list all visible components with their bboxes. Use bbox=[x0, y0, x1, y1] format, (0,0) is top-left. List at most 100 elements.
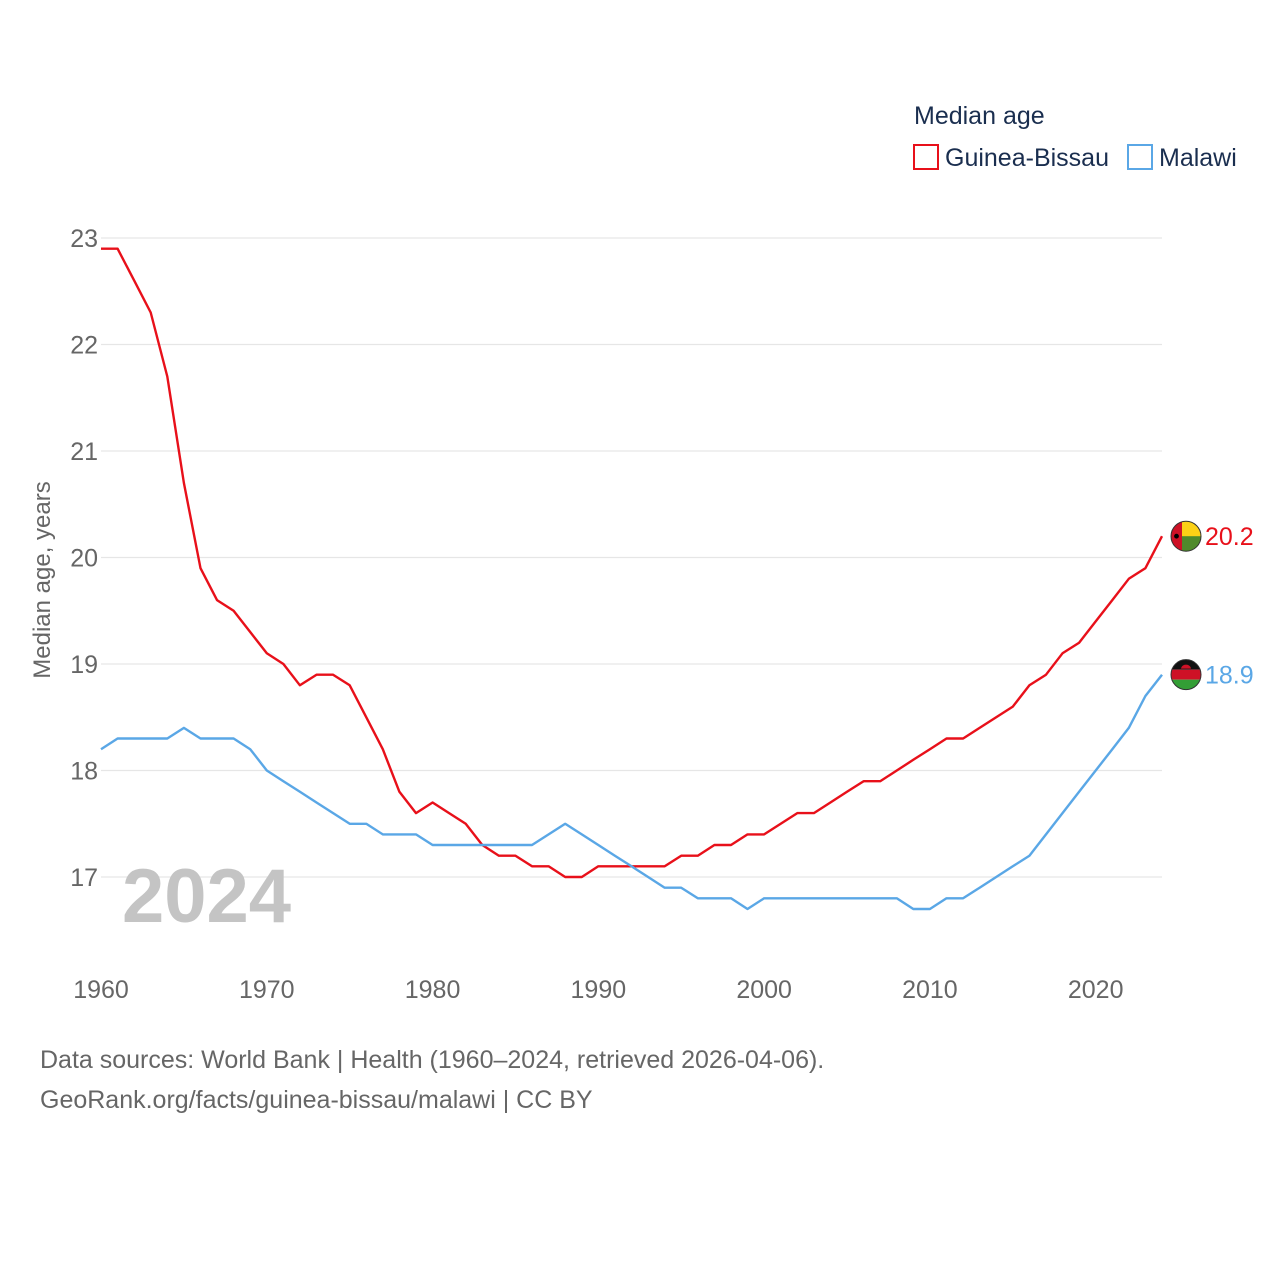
data-point-malawi bbox=[1127, 726, 1131, 730]
median-age-chart: 17 18 19 20 21 22 23 1960 1970 1980 1990 2000 2010 2… bbox=[29, 102, 1254, 1004]
data-point-guinea-bissau bbox=[298, 683, 302, 687]
data-point-malawi bbox=[779, 896, 783, 900]
data-point-guinea-bissau bbox=[265, 651, 269, 655]
data-point-guinea-bissau bbox=[497, 854, 501, 858]
data-point-guinea-bissau bbox=[762, 832, 766, 836]
data-point-guinea-bissau bbox=[165, 374, 169, 378]
y-tick-label: 19 bbox=[70, 651, 98, 679]
data-point-guinea-bissau bbox=[646, 864, 650, 868]
end-label-malawi: 18.9 bbox=[1205, 662, 1254, 690]
data-point-malawi bbox=[547, 832, 551, 836]
data-point-guinea-bissau bbox=[530, 864, 534, 868]
data-point-malawi bbox=[828, 896, 832, 900]
data-point-malawi bbox=[646, 875, 650, 879]
data-point-guinea-bissau bbox=[464, 822, 468, 826]
data-point-malawi bbox=[248, 747, 252, 751]
data-point-guinea-bissau bbox=[1143, 566, 1147, 570]
data-point-malawi bbox=[630, 864, 634, 868]
data-point-guinea-bissau bbox=[895, 769, 899, 773]
data-point-guinea-bissau bbox=[928, 747, 932, 751]
credit-text: GeoRank.org/facts/guinea-bissau/malawi |… bbox=[40, 1086, 593, 1114]
legend-item-malawi[interactable]: Malawi bbox=[1127, 144, 1237, 172]
legend-swatch-guinea-bissau bbox=[913, 144, 939, 170]
data-point-malawi bbox=[315, 800, 319, 804]
data-point-malawi bbox=[978, 886, 982, 890]
data-point-guinea-bissau bbox=[215, 598, 219, 602]
data-point-malawi bbox=[414, 832, 418, 836]
data-point-guinea-bissau bbox=[862, 779, 866, 783]
data-point-malawi bbox=[513, 843, 517, 847]
data-point-guinea-bissau bbox=[348, 683, 352, 687]
data-point-malawi bbox=[1160, 673, 1164, 677]
x-tick-label: 1990 bbox=[571, 976, 627, 1004]
data-point-guinea-bissau bbox=[149, 311, 153, 315]
series-line-malawi[interactable] bbox=[100, 673, 1163, 911]
data-point-guinea-bissau bbox=[232, 609, 236, 613]
data-point-malawi bbox=[746, 907, 750, 911]
data-point-guinea-bissau bbox=[1110, 598, 1114, 602]
data-point-malawi bbox=[480, 843, 484, 847]
data-point-guinea-bissau bbox=[513, 854, 517, 858]
data-point-guinea-bissau bbox=[696, 854, 700, 858]
data-point-malawi bbox=[1143, 694, 1147, 698]
data-point-guinea-bissau bbox=[397, 790, 401, 794]
data-sources-text: Data sources: World Bank | Health (1960–… bbox=[40, 1046, 825, 1074]
data-point-malawi bbox=[165, 737, 169, 741]
data-point-guinea-bissau bbox=[447, 811, 451, 815]
data-point-guinea-bissau bbox=[1094, 619, 1098, 623]
y-axis-label: Median age, years bbox=[29, 481, 56, 678]
data-point-guinea-bissau bbox=[712, 843, 716, 847]
guinea-bissau-flag-icon bbox=[1170, 520, 1202, 552]
year-watermark: 2024 bbox=[122, 854, 291, 939]
legend-title: Median age bbox=[914, 102, 1045, 130]
data-point-guinea-bissau bbox=[1027, 683, 1031, 687]
data-point-malawi bbox=[198, 737, 202, 741]
data-point-malawi bbox=[994, 875, 998, 879]
data-point-guinea-bissau bbox=[812, 811, 816, 815]
data-point-malawi bbox=[1027, 854, 1031, 858]
data-point-malawi bbox=[182, 726, 186, 730]
x-tick-label: 2000 bbox=[736, 976, 792, 1004]
data-point-malawi bbox=[265, 769, 269, 773]
data-point-malawi bbox=[232, 737, 236, 741]
data-point-guinea-bissau bbox=[978, 726, 982, 730]
data-point-malawi bbox=[663, 886, 667, 890]
x-tick-label: 1980 bbox=[405, 976, 461, 1004]
x-tick-label: 1960 bbox=[73, 976, 129, 1004]
data-point-malawi bbox=[281, 779, 285, 783]
data-point-malawi bbox=[116, 737, 120, 741]
legend: Median age Guinea-Bissau Malawi bbox=[913, 102, 1237, 172]
data-point-malawi bbox=[364, 822, 368, 826]
data-point-malawi bbox=[563, 822, 567, 826]
data-point-guinea-bissau bbox=[944, 737, 948, 741]
data-point-guinea-bissau bbox=[1061, 651, 1065, 655]
legend-label-malawi: Malawi bbox=[1159, 144, 1237, 172]
data-point-malawi bbox=[497, 843, 501, 847]
y-tick-label: 23 bbox=[70, 225, 98, 253]
x-tick-label: 2020 bbox=[1068, 976, 1124, 1004]
data-point-malawi bbox=[878, 896, 882, 900]
y-tick-label: 20 bbox=[70, 545, 98, 573]
series-lines bbox=[100, 247, 1164, 911]
data-point-malawi bbox=[845, 896, 849, 900]
data-point-malawi bbox=[812, 896, 816, 900]
data-point-guinea-bissau bbox=[845, 790, 849, 794]
series-line-guinea-bissau[interactable] bbox=[101, 247, 1164, 879]
data-point-malawi bbox=[961, 896, 965, 900]
data-point-malawi bbox=[1110, 747, 1114, 751]
legend-swatch-malawi bbox=[1127, 144, 1153, 170]
data-point-malawi bbox=[298, 790, 302, 794]
y-tick-label: 22 bbox=[70, 332, 98, 360]
data-point-guinea-bissau bbox=[779, 822, 783, 826]
data-point-malawi bbox=[447, 843, 451, 847]
legend-item-guinea-bissau[interactable]: Guinea-Bissau bbox=[913, 144, 1109, 172]
data-point-guinea-bissau bbox=[182, 481, 186, 485]
data-point-guinea-bissau bbox=[414, 811, 418, 815]
data-point-guinea-bissau bbox=[331, 673, 335, 677]
data-point-guinea-bissau bbox=[878, 779, 882, 783]
data-point-guinea-bissau bbox=[994, 715, 998, 719]
data-point-malawi bbox=[1044, 832, 1048, 836]
data-point-guinea-bissau bbox=[364, 715, 368, 719]
data-point-malawi bbox=[580, 832, 584, 836]
data-point-guinea-bissau bbox=[132, 279, 136, 283]
